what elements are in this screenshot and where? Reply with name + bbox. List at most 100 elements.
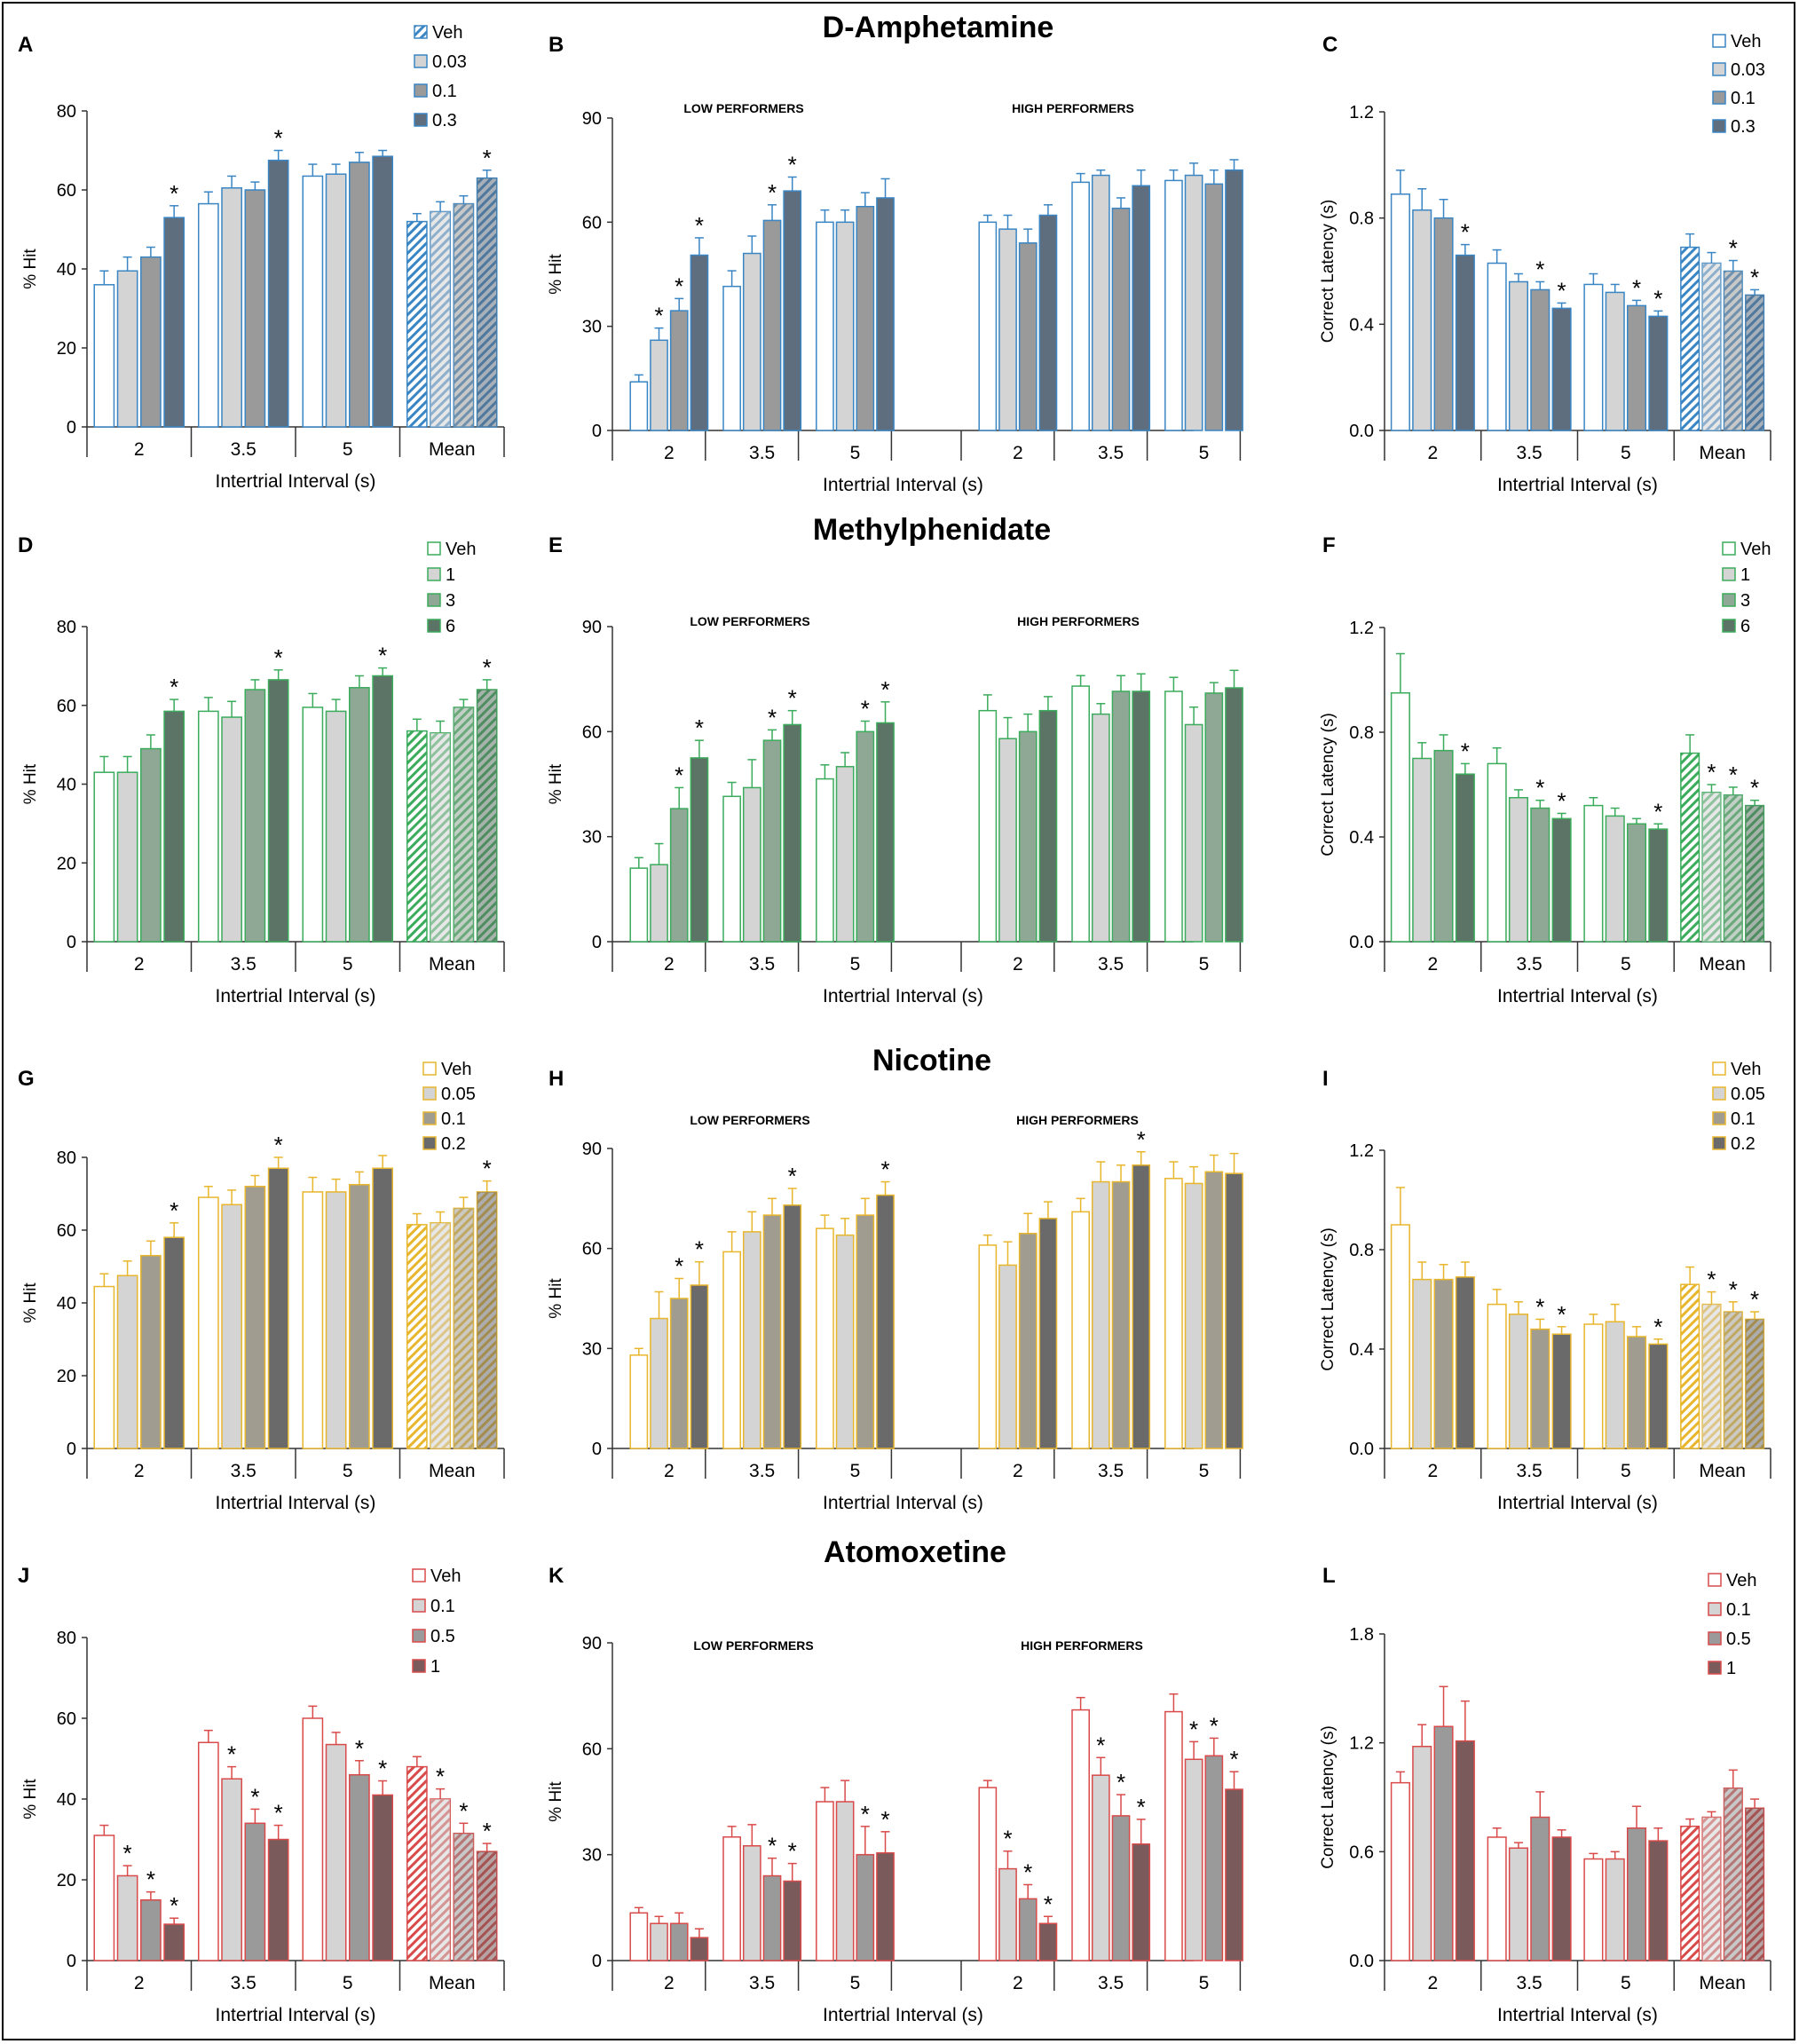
bar — [349, 687, 370, 943]
x-axis-label: Intertrial Interval (s) — [216, 2005, 376, 2025]
bar — [1091, 713, 1110, 943]
bar — [722, 1251, 741, 1449]
bar — [816, 1227, 834, 1449]
x-axis-label: Intertrial Interval (s) — [1497, 986, 1658, 1006]
bar — [163, 1236, 185, 1449]
bar — [1680, 752, 1700, 943]
bar — [742, 1844, 761, 1961]
x-tick-label: 5 — [1199, 1973, 1210, 1993]
y-axis-label: % Hit — [21, 249, 40, 289]
bar — [1111, 691, 1131, 943]
bar-shade — [1724, 1788, 1743, 1961]
bar-shade — [430, 211, 451, 427]
x-tick-label: 5 — [1199, 443, 1210, 463]
legend-swatch-dose2 — [414, 83, 428, 98]
bar — [835, 1801, 855, 1961]
y-tick-label: 90 — [582, 1634, 602, 1653]
bar — [816, 777, 834, 943]
significance-star: * — [1461, 219, 1470, 246]
legend-swatch-dose3 — [1712, 1136, 1726, 1150]
legend-label: 0.3 — [432, 111, 457, 130]
bar — [1551, 307, 1572, 431]
significance-star: * — [483, 1818, 492, 1844]
y-axis-label: % Hit — [547, 1278, 565, 1319]
y-tick-label: 0 — [67, 933, 76, 952]
x-axis-label: Intertrial Interval (s) — [1497, 2005, 1658, 2025]
significance-star: * — [170, 674, 178, 700]
bar — [1184, 1182, 1203, 1449]
bar — [856, 730, 875, 943]
bar — [372, 1167, 394, 1449]
legend-swatch-dose1 — [1712, 62, 1726, 76]
significance-star: * — [1137, 1126, 1146, 1153]
x-tick-label: 2 — [1428, 443, 1439, 463]
x-tick-label: 3.5 — [1098, 1973, 1124, 1993]
bar — [669, 1922, 689, 1961]
x-tick-label: 3.5 — [1517, 1973, 1543, 1993]
significance-star: * — [880, 1156, 889, 1183]
bar — [244, 689, 266, 943]
bar — [1626, 823, 1647, 943]
bar — [221, 716, 242, 943]
significance-star: * — [123, 1840, 132, 1866]
bar — [978, 1244, 998, 1449]
bar — [116, 771, 138, 943]
y-tick-label: 0.0 — [1349, 1952, 1374, 1971]
bar — [1680, 246, 1700, 431]
panel-letter-b: B — [548, 33, 564, 57]
significance-star: * — [1461, 738, 1470, 764]
row-title-amphetamine: D-Amphetamine — [823, 11, 1054, 44]
y-tick-label: 0.0 — [1349, 422, 1374, 441]
legend-panel-c: Veh 0.03 0.1 0.3 — [1712, 32, 1765, 137]
bar — [1184, 1758, 1203, 1961]
legend-label: 6 — [1740, 617, 1750, 636]
y-tick-label: 20 — [57, 339, 76, 359]
legend-panel-i: Veh 0.05 0.1 0.2 — [1712, 1060, 1765, 1154]
bar — [1551, 1836, 1572, 1961]
legend-label: Veh — [1731, 32, 1761, 51]
significance-star: * — [880, 1806, 889, 1833]
legend-swatch-dose3 — [422, 1136, 437, 1150]
significance-star: * — [654, 303, 663, 329]
y-tick-label: 80 — [57, 1148, 76, 1168]
bar — [1508, 280, 1529, 431]
chart-panel-i: 0.0 0.4 0.8 1.2 Correct Latency (s) Intertria… — [1319, 1141, 1771, 1513]
bar — [1530, 807, 1550, 943]
bar-shade — [1702, 263, 1721, 430]
y-tick-label: 0 — [592, 1440, 602, 1459]
bar — [1204, 692, 1224, 943]
bar — [1530, 288, 1550, 431]
legend-panel-a: Veh 0.03 0.1 0.3 — [414, 23, 467, 130]
legend-label: 1 — [446, 565, 455, 585]
bar-shade — [1724, 794, 1743, 942]
significance-star: * — [880, 676, 889, 703]
x-tick-label: 5 — [1621, 1461, 1631, 1481]
y-tick-label: 0 — [67, 1440, 76, 1459]
x-tick-label: 5 — [1199, 1461, 1210, 1481]
bar — [244, 1822, 266, 1961]
legend-swatch-veh — [1722, 541, 1736, 556]
significance-star: * — [788, 1163, 797, 1189]
x-tick-label: 2 — [664, 1461, 675, 1481]
legend-swatch-veh — [1708, 1573, 1722, 1587]
bar — [1605, 1858, 1625, 1961]
bar — [1390, 1781, 1410, 1961]
bar — [1487, 262, 1507, 431]
y-tick-label: 60 — [582, 722, 602, 742]
y-tick-label: 60 — [57, 1709, 76, 1729]
x-tick-label: 5 — [1621, 1973, 1631, 1993]
bar — [1583, 1858, 1604, 1961]
x-tick-label: 3.5 — [1517, 443, 1543, 463]
x-axis-label: Intertrial Interval (s) — [216, 986, 376, 1006]
bar — [978, 709, 998, 943]
bar — [1184, 723, 1203, 943]
panel-letter-l: L — [1322, 1564, 1336, 1588]
chart-panel-a: 0 20 40 60 80 % Hit Intertrial Interval (s) * 2 *… — [21, 102, 505, 492]
significance-star: * — [675, 272, 683, 299]
bar — [1164, 1710, 1183, 1961]
bar-shade — [1745, 1808, 1764, 1961]
significance-star: * — [1729, 1276, 1738, 1303]
legend-label: Veh — [1726, 1571, 1756, 1590]
y-tick-label: 40 — [57, 260, 76, 280]
bar — [1132, 1843, 1151, 1961]
